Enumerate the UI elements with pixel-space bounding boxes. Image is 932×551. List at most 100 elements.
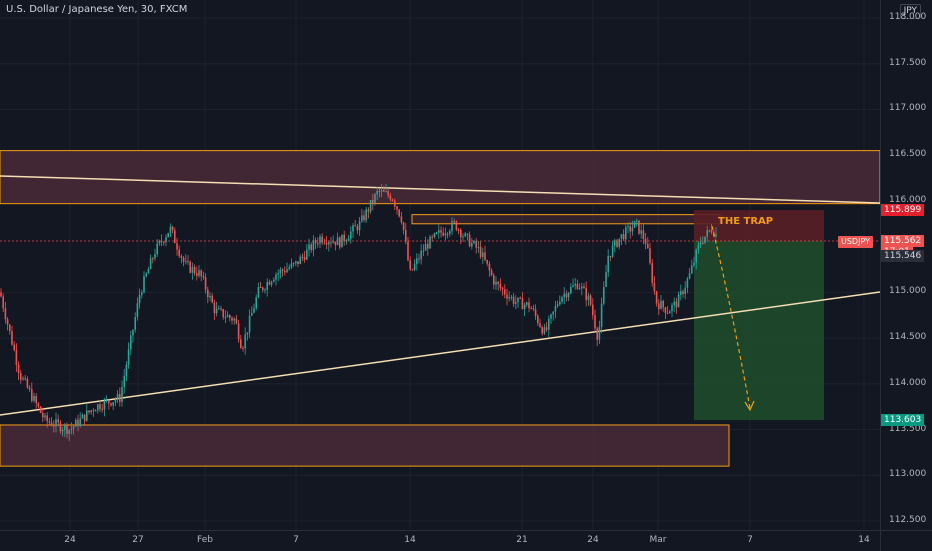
candle-body xyxy=(275,274,277,280)
candle-body xyxy=(693,262,695,266)
candle-body xyxy=(424,243,427,251)
candle-body xyxy=(407,241,409,261)
candle-body xyxy=(563,293,565,298)
arrow-head xyxy=(744,400,755,412)
candle-body xyxy=(187,261,189,263)
candle-body xyxy=(165,237,167,243)
candle-body xyxy=(39,406,42,413)
candle-body xyxy=(365,209,367,221)
candle-body xyxy=(235,318,238,324)
currency-badge[interactable]: JPY xyxy=(899,4,921,19)
support-zone xyxy=(0,424,730,467)
candle-body xyxy=(675,301,678,308)
candle-body xyxy=(152,258,154,260)
candle-body xyxy=(237,323,240,340)
candle-body xyxy=(44,415,46,418)
time-axis[interactable]: 24 27 Feb 7 14 21 24 Mar 7 14 xyxy=(0,530,880,551)
candle-body xyxy=(618,238,620,247)
candle-body xyxy=(108,400,110,404)
candle-body xyxy=(270,281,273,285)
candle-body xyxy=(37,403,40,407)
candle-body xyxy=(176,243,178,250)
candle-body xyxy=(688,273,691,279)
candle-body xyxy=(453,221,455,223)
candle-body xyxy=(352,225,354,232)
candle-body xyxy=(570,286,572,294)
candle-body xyxy=(671,305,673,312)
candle-body xyxy=(288,267,290,270)
candle-body xyxy=(600,303,603,327)
candle-body xyxy=(545,327,548,330)
price-tick-label: 117.500 xyxy=(889,57,927,68)
candle-body xyxy=(284,270,286,273)
candle-body xyxy=(666,313,669,315)
trap-annotation: THE TRAP xyxy=(718,216,774,227)
candle-body xyxy=(367,209,370,212)
candle-body xyxy=(702,242,704,244)
candle-body xyxy=(273,279,275,282)
candle-body xyxy=(160,240,163,243)
candle-body xyxy=(295,261,297,264)
candle-body xyxy=(319,236,321,244)
candle-body xyxy=(332,241,334,243)
target-price-tag: 113.603 xyxy=(881,414,925,427)
candle-body xyxy=(647,243,649,249)
candle-body xyxy=(638,220,640,234)
candle-body xyxy=(642,230,645,239)
candle-body xyxy=(268,282,271,285)
candle-body xyxy=(312,240,315,251)
price-tick-label: 112.500 xyxy=(889,515,927,525)
candle-body xyxy=(138,295,141,304)
candle-body xyxy=(277,273,279,275)
candle-body xyxy=(609,255,612,257)
candle-body xyxy=(24,378,26,380)
candle-body xyxy=(669,311,671,314)
candle-body xyxy=(198,270,200,276)
candle-body xyxy=(361,215,363,222)
candle-body xyxy=(26,378,29,388)
candle-body xyxy=(484,252,486,260)
price-chart-svg[interactable] xyxy=(0,0,880,530)
chart-canvas[interactable]: U.S. Dollar / Japanese Yen, 30, FXCM THE… xyxy=(0,0,880,530)
candle-body xyxy=(521,297,524,310)
time-tick-label: 24 xyxy=(587,535,599,545)
candle-body xyxy=(4,308,7,320)
candle-body xyxy=(55,419,57,427)
candle-body xyxy=(592,304,594,316)
candle-body xyxy=(396,206,398,210)
candle-body xyxy=(185,261,187,263)
axis-corner xyxy=(880,530,932,551)
candle-body xyxy=(297,261,299,265)
candle-body xyxy=(317,243,319,245)
candle-body xyxy=(158,240,161,244)
candle-body xyxy=(710,230,713,233)
candle-body xyxy=(68,429,70,434)
time-tick-label: 7 xyxy=(747,535,753,545)
candle-body xyxy=(383,190,385,192)
candle-body xyxy=(61,429,64,432)
candle-body xyxy=(180,255,183,258)
candle-body xyxy=(559,301,561,305)
candle-body xyxy=(506,294,508,299)
price-axis[interactable]: JPY 118.000 117.500 117.000 116.500 116.000 1… xyxy=(880,0,932,530)
candle-body xyxy=(354,225,356,227)
candle-body xyxy=(649,248,651,264)
candle-body xyxy=(22,378,24,380)
candle-body xyxy=(664,307,667,314)
candle-body xyxy=(101,409,103,411)
resistance-zone xyxy=(0,150,880,205)
candle-body xyxy=(136,303,139,318)
candle-body xyxy=(242,347,244,349)
time-tick-label: 24 xyxy=(64,535,76,545)
candle-body xyxy=(429,236,431,249)
candle-body xyxy=(633,221,636,228)
price-tick-label: 116.000 xyxy=(889,194,927,205)
candle-body xyxy=(651,263,653,283)
candle-body xyxy=(585,288,587,301)
candle-body xyxy=(224,317,227,319)
time-tick-label: 21 xyxy=(516,535,528,545)
candle-body xyxy=(473,241,475,243)
candle-body xyxy=(517,297,519,303)
candle-body xyxy=(699,242,702,245)
candle-body xyxy=(83,414,86,421)
